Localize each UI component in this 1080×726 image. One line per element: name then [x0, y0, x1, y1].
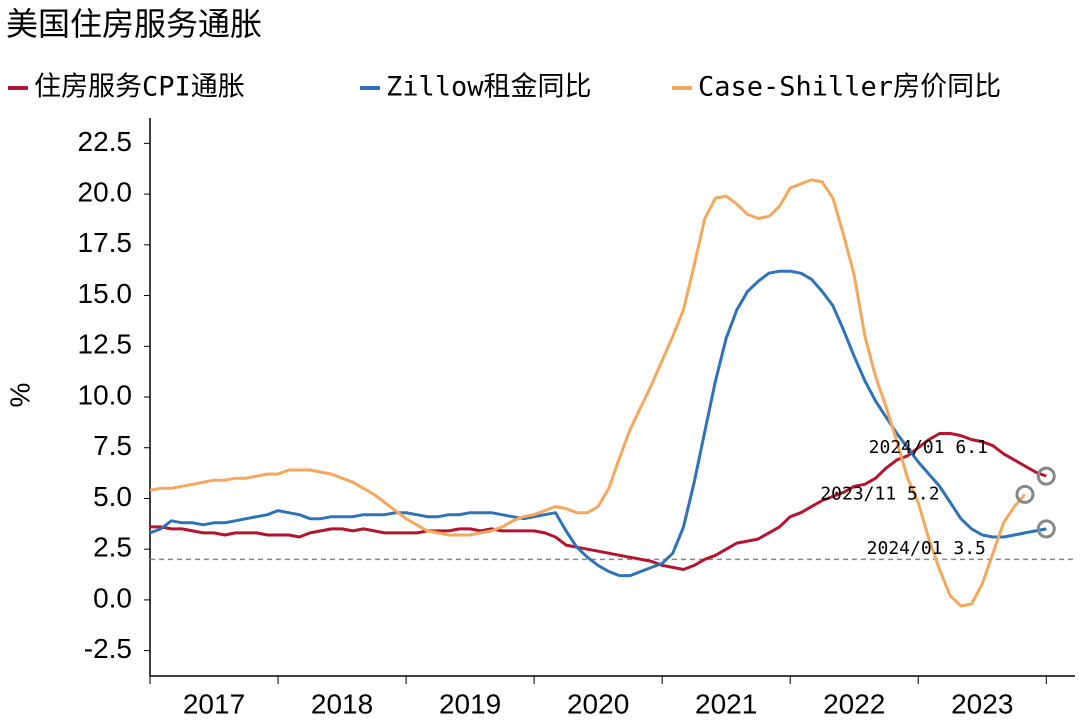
- chart-title: 美国住房服务通胀: [6, 5, 262, 43]
- y-tick-label: 10.0: [78, 379, 133, 410]
- annotation: 2023/11 5.2: [820, 483, 939, 504]
- x-tick-label: 2019: [439, 688, 501, 719]
- series-line: [150, 432, 1047, 571]
- y-tick-label: 12.5: [78, 329, 133, 360]
- y-tick-label: 15.0: [78, 278, 133, 309]
- annotation-marker: [1036, 519, 1056, 539]
- y-tick-label: 0.0: [93, 582, 132, 613]
- legend-label: Case-Shiller房价同比: [698, 72, 1001, 103]
- legend-label: Zillow租金同比: [386, 72, 592, 103]
- legend-label: 住房服务CPI通胀: [34, 72, 245, 103]
- x-tick-label: 2020: [567, 688, 629, 719]
- y-tick-label: 2.5: [93, 532, 132, 563]
- y-axis-label: %: [4, 383, 35, 408]
- x-tick-label: 2018: [311, 688, 373, 719]
- x-tick-label: 2022: [823, 688, 885, 719]
- x-tick-label: 2017: [183, 688, 245, 719]
- y-tick-label: 20.0: [78, 176, 133, 207]
- series-line: [149, 269, 1047, 578]
- x-tick-label: 2023: [951, 688, 1013, 719]
- x-tick-label: 2021: [695, 688, 757, 719]
- y-tick-label: 7.5: [93, 430, 132, 461]
- y-tick-label: 5.0: [93, 481, 132, 512]
- annotation-marker: [1015, 484, 1035, 504]
- y-tick-label: 22.5: [78, 126, 133, 157]
- annotation: 2024/01 3.5: [867, 538, 986, 559]
- series-line: [149, 178, 1027, 608]
- y-tick-label: 17.5: [78, 227, 133, 258]
- annotation: 2024/01 6.1: [869, 437, 988, 458]
- annotation-marker: [1036, 466, 1056, 486]
- y-tick-label: -2.5: [84, 633, 132, 664]
